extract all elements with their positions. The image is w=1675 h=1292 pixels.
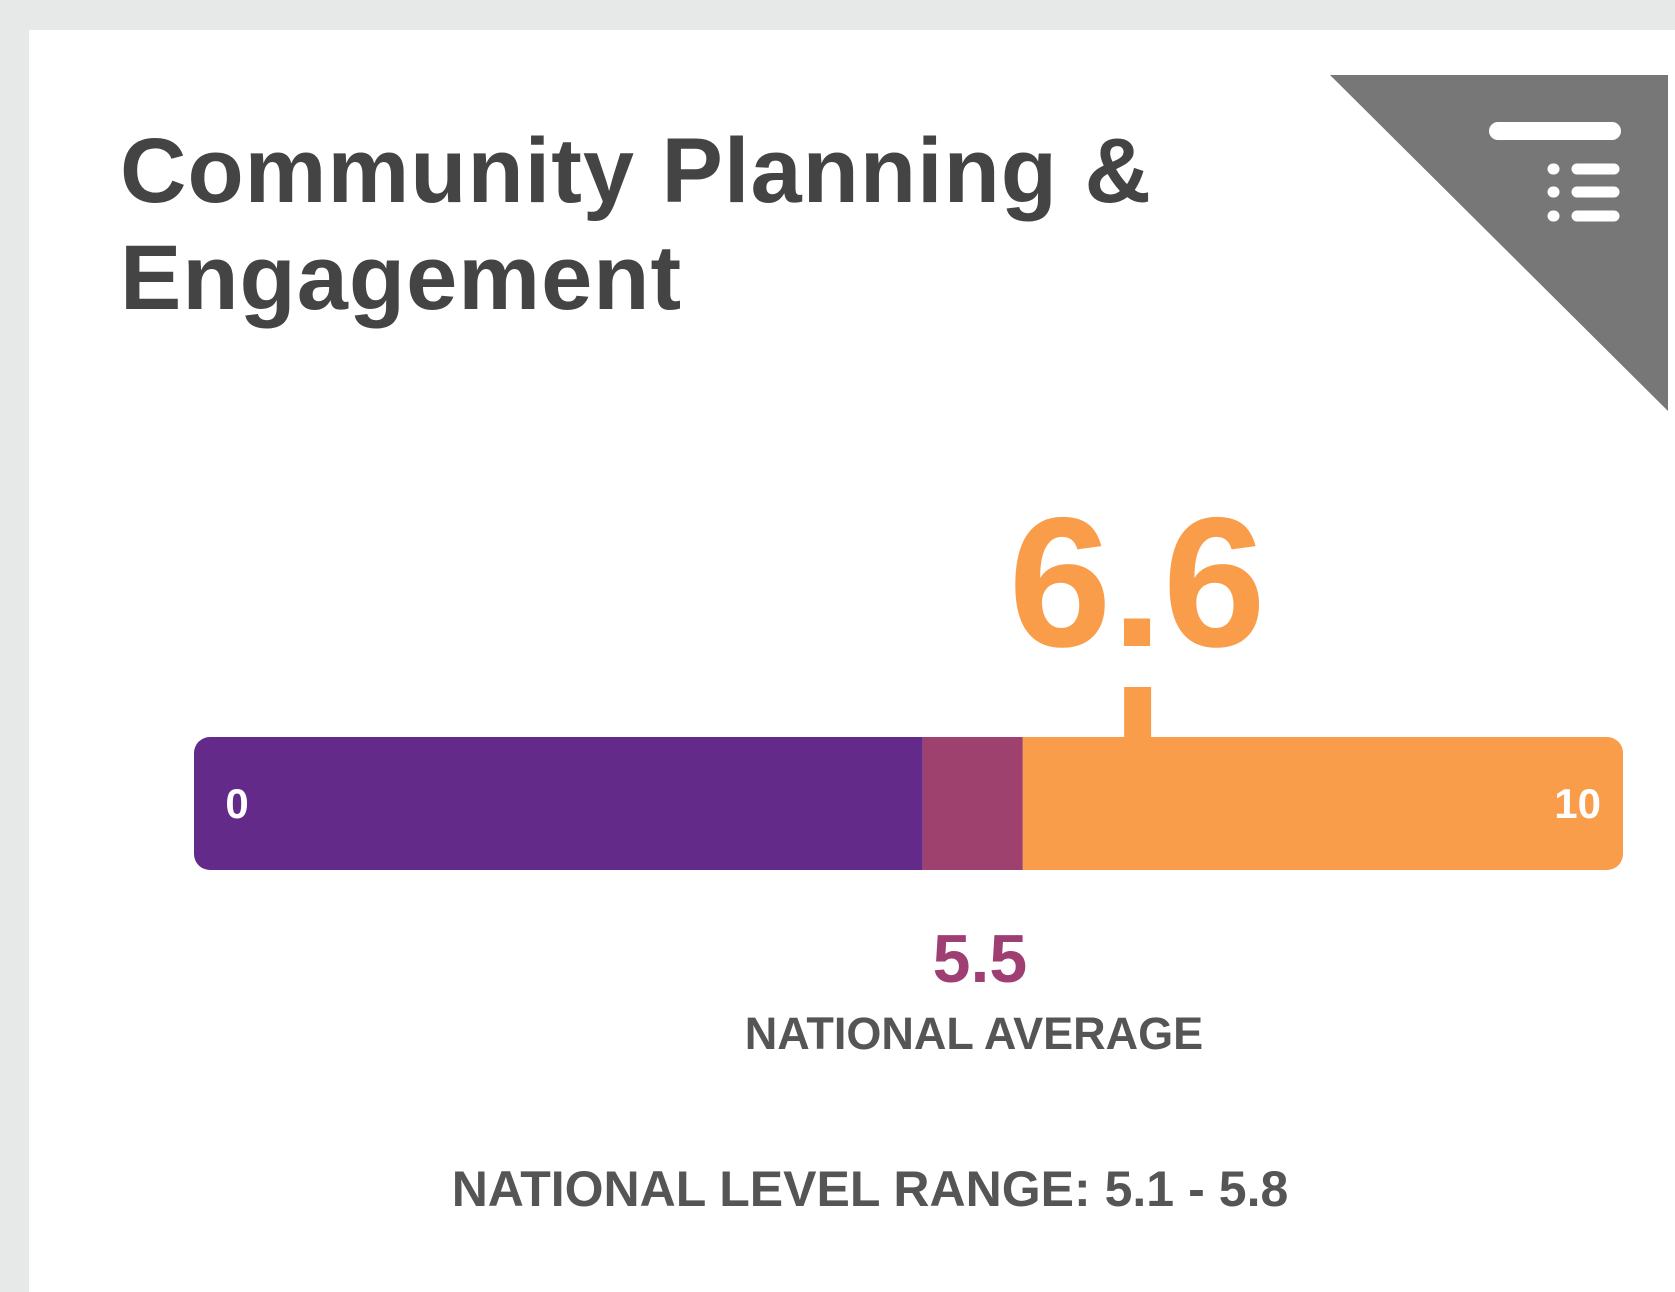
- card: [29, 30, 1675, 1292]
- corner-triangle[interactable]: [1330, 75, 1668, 411]
- bar: [194, 737, 1623, 870]
- menu-icon-list: [1547, 163, 1620, 222]
- bar-national-range: [922, 737, 1023, 870]
- scale-min-label: 0: [225, 780, 248, 827]
- range-high: 5.8: [1219, 1161, 1289, 1217]
- range-separator: -: [1188, 1161, 1205, 1217]
- bar-below-range: [194, 737, 923, 870]
- bar-above-range: [1022, 737, 1623, 870]
- card-title: Community Planning & Engagement: [120, 120, 1152, 329]
- national-average-value: 5.5: [933, 921, 1028, 997]
- score-marker: [1124, 687, 1152, 739]
- national-average-label: NATIONAL AVERAGE: [745, 1008, 1203, 1059]
- menu-button[interactable]: [1330, 75, 1668, 411]
- range-low: 5.1: [1105, 1161, 1175, 1217]
- score-value: 6.6: [1009, 480, 1266, 686]
- national-range: NATIONAL LEVEL RANGE: 5.1-5.8: [452, 1161, 1289, 1217]
- scale-max-label: 10: [1554, 780, 1601, 827]
- range-label: NATIONAL LEVEL RANGE:: [452, 1161, 1091, 1217]
